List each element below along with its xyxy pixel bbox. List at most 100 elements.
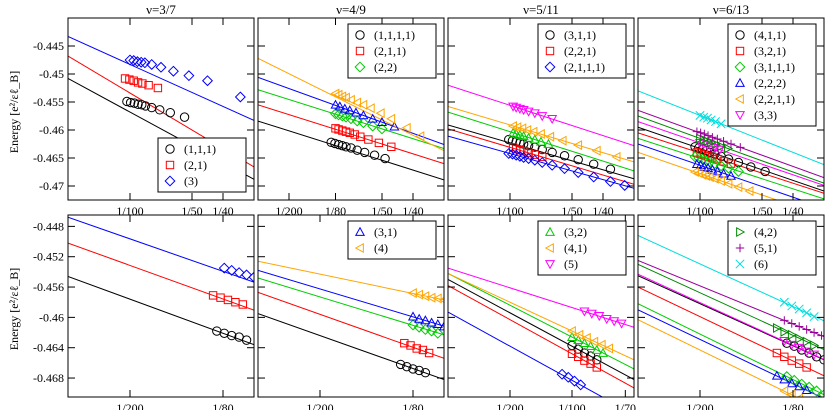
legend: (3,1) (4) bbox=[347, 220, 437, 260]
fit-line bbox=[448, 311, 604, 397]
legend-label: (3,3) bbox=[754, 108, 777, 122]
data-point bbox=[507, 121, 517, 132]
fit-line bbox=[448, 272, 634, 361]
plot-area bbox=[68, 216, 254, 346]
plot-area bbox=[638, 235, 824, 397]
data-point bbox=[817, 331, 824, 340]
data-point bbox=[124, 54, 136, 66]
data-point bbox=[780, 316, 789, 325]
fit-line bbox=[638, 151, 779, 200]
data-point bbox=[557, 135, 567, 146]
data-point bbox=[337, 91, 347, 102]
fit-line bbox=[448, 272, 634, 370]
data-point bbox=[432, 318, 443, 329]
axes-frame bbox=[637, 214, 825, 398]
data-point bbox=[546, 159, 558, 171]
data-point bbox=[795, 333, 805, 344]
data-point bbox=[588, 171, 600, 183]
fit-line bbox=[68, 36, 254, 121]
data-point bbox=[689, 151, 701, 163]
data-point bbox=[566, 331, 578, 341]
data-point bbox=[562, 371, 574, 383]
data-point bbox=[572, 167, 584, 179]
data-point bbox=[376, 116, 388, 127]
data-point bbox=[700, 170, 711, 181]
fit-line bbox=[448, 84, 634, 147]
fit-line bbox=[258, 76, 444, 146]
y-tick-label: -0.465 bbox=[33, 151, 64, 165]
legend-marker bbox=[544, 242, 554, 254]
data-point bbox=[801, 384, 812, 395]
data-point bbox=[120, 74, 130, 83]
data-point bbox=[420, 368, 431, 378]
data-point bbox=[336, 110, 348, 122]
y-tick-label: -0.448 bbox=[33, 219, 64, 233]
data-point bbox=[779, 385, 789, 396]
fit-line bbox=[448, 106, 634, 163]
legend-label: (1,1,1) bbox=[184, 142, 216, 156]
legend-label: (6) bbox=[754, 257, 768, 271]
y-tick-label: -0.46 bbox=[39, 123, 64, 137]
data-point bbox=[138, 79, 147, 88]
fit-line bbox=[638, 273, 824, 360]
data-point bbox=[144, 81, 153, 90]
legend-label: (3,2) bbox=[564, 225, 587, 239]
legend-marker bbox=[735, 259, 745, 269]
fit-line bbox=[638, 260, 824, 338]
data-point bbox=[380, 153, 390, 164]
data-point bbox=[591, 344, 602, 354]
data-point bbox=[518, 130, 529, 141]
data-point bbox=[717, 141, 727, 152]
legend-marker bbox=[354, 242, 364, 254]
data-point bbox=[167, 65, 179, 77]
data-point bbox=[414, 313, 425, 323]
data-point bbox=[523, 132, 534, 142]
legend-marker bbox=[734, 93, 744, 105]
data-point bbox=[165, 107, 176, 118]
data-point bbox=[125, 75, 134, 84]
legend-label: (2,1) bbox=[184, 158, 207, 172]
data-point bbox=[723, 162, 735, 174]
axes-frame bbox=[447, 17, 635, 201]
fit-line bbox=[448, 267, 634, 328]
data-point bbox=[779, 374, 790, 384]
data-point bbox=[786, 378, 797, 388]
legend-label: (3,1) bbox=[374, 225, 397, 239]
data-point bbox=[801, 347, 812, 357]
y-tick-label: -0.468 bbox=[33, 371, 64, 385]
data-point bbox=[723, 178, 733, 189]
y-tick-label: -0.47 bbox=[39, 179, 64, 193]
data-point bbox=[596, 339, 606, 350]
legend-label: (4,2) bbox=[754, 225, 777, 239]
data-point bbox=[803, 381, 815, 393]
axes-frame bbox=[67, 214, 255, 398]
legend-label: (3,1,1) bbox=[564, 28, 596, 42]
data-point bbox=[692, 127, 702, 136]
data-point bbox=[241, 269, 253, 281]
data-point bbox=[407, 288, 417, 299]
data-point bbox=[415, 131, 425, 142]
x-tick-label: 1/70 bbox=[615, 401, 636, 410]
fit-line bbox=[638, 286, 824, 377]
x-tick-label: 1/50 bbox=[371, 204, 392, 218]
data-point bbox=[603, 343, 614, 354]
data-point bbox=[364, 135, 373, 144]
fit-line bbox=[448, 111, 634, 172]
data-point bbox=[146, 58, 158, 70]
data-point bbox=[535, 128, 545, 139]
legend: (4,1,1) (3,2,1) (3,1,1,1) (2,2,2) (2,2,1,1) (… bbox=[727, 23, 817, 127]
legend-marker bbox=[544, 260, 556, 270]
data-point bbox=[713, 154, 722, 164]
data-point bbox=[351, 97, 362, 108]
data-point bbox=[238, 300, 248, 309]
y-tick-label: -0.452 bbox=[33, 250, 64, 264]
data-point bbox=[345, 94, 355, 105]
data-point bbox=[787, 329, 797, 340]
fit-line bbox=[258, 277, 444, 336]
data-point bbox=[345, 113, 357, 125]
data-point bbox=[771, 370, 782, 380]
data-point bbox=[566, 325, 576, 337]
axes-frame bbox=[67, 17, 255, 201]
fit-line bbox=[638, 90, 824, 166]
fit-line bbox=[638, 126, 824, 192]
